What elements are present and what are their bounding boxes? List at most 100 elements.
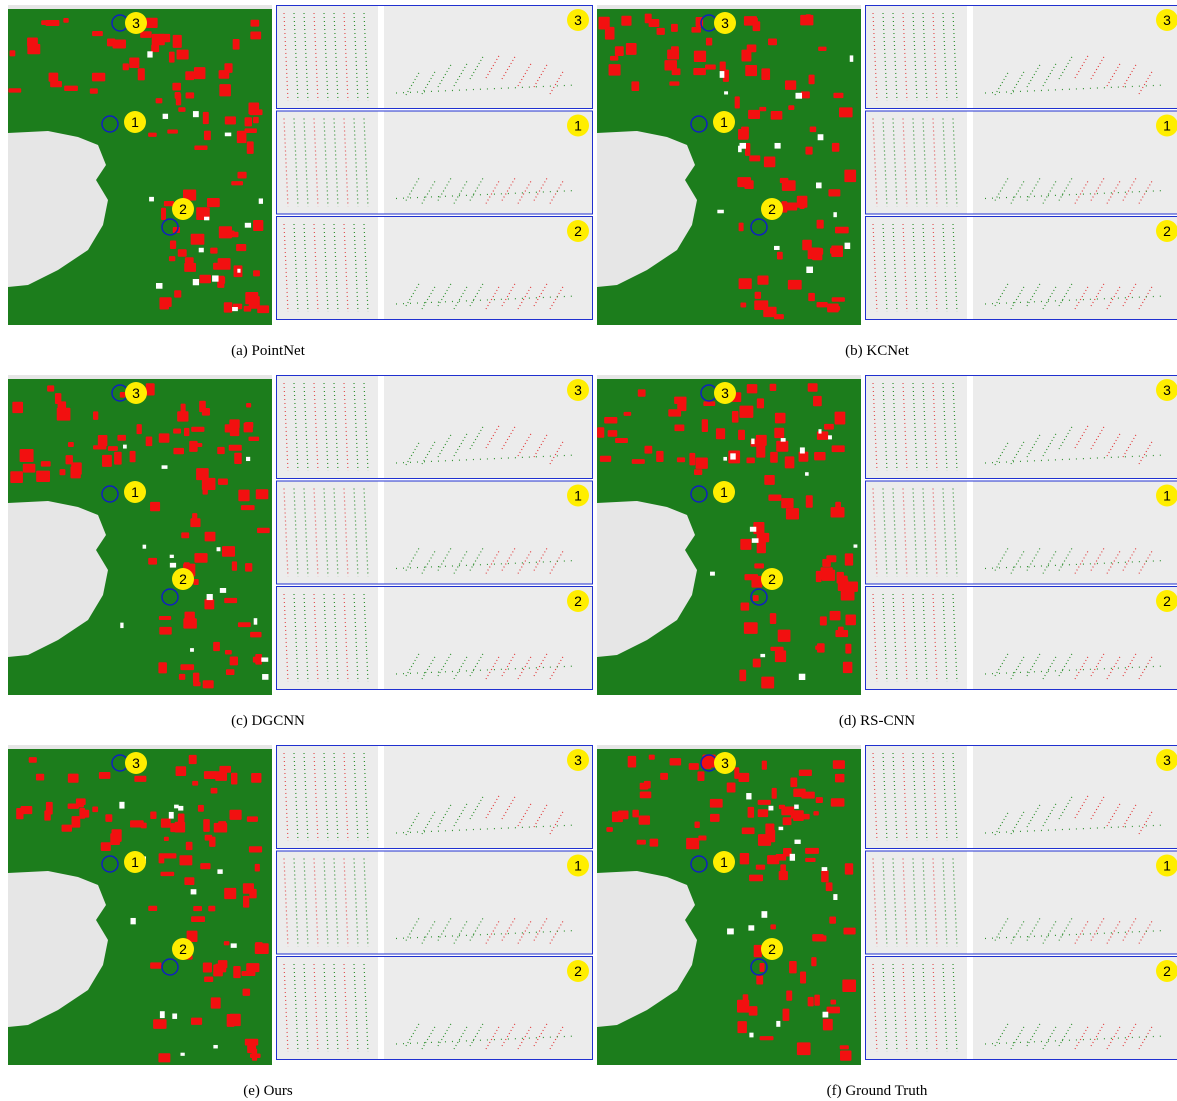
- building-points: [770, 384, 777, 391]
- building-points: [175, 92, 181, 99]
- building-points: [805, 858, 815, 862]
- building-points: [770, 613, 776, 624]
- building-points: [70, 466, 80, 478]
- map-gap: [720, 71, 725, 78]
- building-points: [250, 632, 261, 638]
- building-points: [93, 445, 106, 449]
- map-gap: [806, 267, 813, 273]
- map-gap: [779, 827, 784, 830]
- building-points: [705, 64, 716, 69]
- inset-number: 3: [1163, 12, 1171, 28]
- building-points: [738, 430, 745, 440]
- building-points: [845, 863, 853, 874]
- inset-background: [276, 481, 593, 585]
- building-points: [805, 848, 819, 854]
- inset-number: 1: [1163, 858, 1171, 874]
- building-points: [194, 553, 207, 563]
- inset-divider: [967, 375, 973, 479]
- inset-background: [865, 851, 1177, 955]
- building-points: [748, 807, 755, 818]
- building-points: [120, 392, 125, 398]
- map-gap: [833, 894, 837, 900]
- building-points: [203, 680, 214, 688]
- map-gap: [172, 1013, 177, 1018]
- building-points: [747, 384, 758, 393]
- building-points: [800, 972, 806, 984]
- map-gap: [180, 1053, 184, 1056]
- building-points: [599, 17, 610, 30]
- building-points: [844, 170, 856, 182]
- building-points: [203, 819, 210, 832]
- map-gap: [845, 243, 851, 249]
- inset-background: [865, 745, 1177, 849]
- inset-number: 3: [574, 382, 582, 398]
- building-points: [668, 409, 681, 416]
- building-points: [816, 797, 823, 803]
- building-points: [203, 963, 212, 973]
- building-points: [694, 822, 699, 829]
- panel: 312312(a) PointNet: [8, 5, 593, 359]
- inset-divider: [378, 586, 384, 690]
- building-points: [615, 438, 628, 443]
- building-points: [244, 423, 253, 433]
- building-points: [755, 292, 761, 299]
- building-points: [764, 475, 774, 485]
- building-points: [749, 875, 763, 882]
- building-points: [783, 202, 797, 210]
- building-points: [842, 979, 856, 992]
- building-points: [777, 252, 783, 260]
- building-points: [203, 487, 208, 495]
- building-points: [184, 263, 196, 272]
- map-gap: [170, 555, 174, 558]
- detail-inset: 2: [276, 956, 593, 1060]
- building-points: [225, 116, 236, 124]
- inset-divider: [378, 481, 384, 585]
- building-points: [29, 757, 37, 763]
- building-points: [177, 50, 189, 60]
- building-points: [844, 581, 858, 591]
- inset-number: 1: [574, 118, 582, 134]
- building-points: [227, 1014, 235, 1027]
- map-gap: [752, 538, 759, 543]
- building-points: [159, 616, 171, 620]
- map-gap: [748, 925, 754, 930]
- map-gap: [217, 547, 221, 551]
- building-points: [817, 643, 825, 652]
- building-points: [218, 258, 231, 270]
- building-points: [845, 614, 855, 625]
- building-points: [98, 435, 108, 446]
- detail-inset: 3: [865, 5, 1177, 109]
- building-points: [797, 196, 808, 208]
- inset-background: [276, 375, 593, 479]
- building-points: [761, 677, 774, 689]
- detail-inset: 1: [276, 481, 593, 585]
- building-points: [27, 44, 40, 54]
- building-points: [776, 441, 788, 452]
- map-gap: [730, 453, 735, 459]
- building-points: [727, 782, 736, 792]
- building-points: [178, 107, 185, 112]
- building-points: [739, 406, 753, 418]
- building-points: [150, 812, 156, 820]
- marker-number: 3: [721, 15, 729, 31]
- building-points: [818, 47, 826, 51]
- map-gap: [833, 212, 836, 217]
- building-points: [756, 445, 765, 457]
- panel-caption: (d) RS-CNN: [839, 713, 915, 729]
- map-gap: [119, 802, 124, 809]
- building-points: [205, 835, 213, 841]
- building-points: [117, 435, 126, 441]
- building-points: [203, 112, 209, 124]
- building-points: [742, 827, 755, 834]
- building-points: [827, 1007, 840, 1014]
- map-gap: [212, 275, 218, 281]
- building-points: [664, 60, 677, 70]
- building-points: [213, 263, 219, 270]
- building-points: [68, 442, 74, 447]
- map-gap: [775, 143, 781, 149]
- building-points: [36, 774, 44, 781]
- building-points: [744, 622, 758, 634]
- building-points: [797, 1042, 811, 1055]
- inset-background: [865, 481, 1177, 585]
- marker-number: 2: [179, 571, 187, 587]
